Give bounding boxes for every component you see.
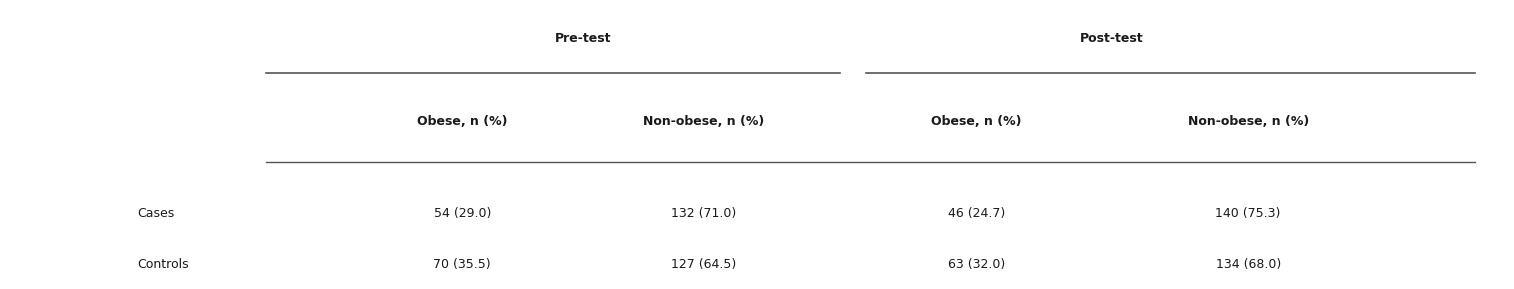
Text: 63 (32.0): 63 (32.0) <box>948 258 1005 271</box>
Text: Non-obese, n (%): Non-obese, n (%) <box>1187 115 1308 128</box>
Text: 132 (71.0): 132 (71.0) <box>672 207 737 220</box>
Text: Obese, n (%): Obese, n (%) <box>416 115 507 128</box>
Text: 54 (29.0): 54 (29.0) <box>433 207 491 220</box>
Text: 46 (24.7): 46 (24.7) <box>948 207 1005 220</box>
Text: Pre-test: Pre-test <box>556 32 612 45</box>
Text: Controls: Controls <box>138 258 189 271</box>
Text: Non-obese, n (%): Non-obese, n (%) <box>643 115 765 128</box>
Text: 127 (64.5): 127 (64.5) <box>672 258 737 271</box>
Text: 134 (68.0): 134 (68.0) <box>1216 258 1281 271</box>
Text: 70 (35.5): 70 (35.5) <box>433 258 491 271</box>
Text: 140 (75.3): 140 (75.3) <box>1216 207 1281 220</box>
Text: Post-test: Post-test <box>1081 32 1145 45</box>
Text: Obese, n (%): Obese, n (%) <box>931 115 1022 128</box>
Text: Cases: Cases <box>138 207 174 220</box>
